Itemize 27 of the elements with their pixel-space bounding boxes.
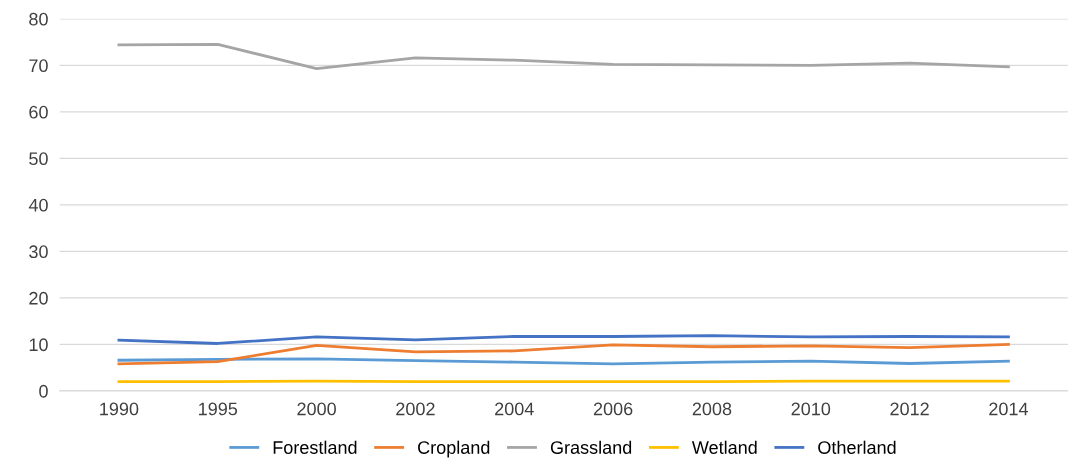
x-tick-label: 2014 (989, 402, 1028, 416)
y-tick-label: 70 (29, 59, 48, 73)
line-series (117, 334, 1010, 345)
y-tick-label: 0 (39, 384, 48, 398)
x-tick-label: 2010 (791, 402, 831, 416)
x-tick-label: 1995 (199, 402, 238, 416)
y-tick-label: 80 (29, 12, 48, 26)
y-tick-label: 30 (29, 245, 48, 259)
x-tick-label: 2012 (890, 402, 929, 416)
x-tick-label: 2000 (297, 402, 336, 416)
x-tick-label: 2006 (593, 402, 633, 416)
legend-label: Cropland (418, 440, 490, 458)
y-tick-label: 10 (29, 338, 48, 352)
x-tick-label: 2004 (495, 402, 534, 416)
legend-label: Grassland (550, 440, 632, 454)
x-tick-label: 2002 (396, 402, 435, 416)
y-tick-label: 60 (29, 105, 48, 119)
line-series (117, 343, 1010, 366)
legend-label: Wetland (691, 440, 757, 454)
line-series (117, 43, 1010, 70)
x-tick-label: 2008 (692, 402, 732, 416)
legend-label: Forestland (273, 440, 357, 454)
y-tick-label: 50 (29, 152, 48, 166)
y-tick-label: 40 (28, 198, 48, 212)
x-tick-label: 1990 (100, 402, 139, 416)
y-tick-label: 20 (29, 291, 48, 305)
legend-label: Otherland (818, 440, 896, 454)
